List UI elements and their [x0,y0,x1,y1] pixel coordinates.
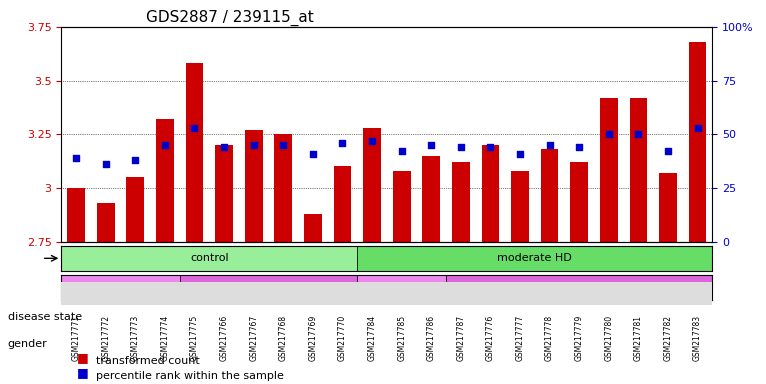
Text: ■: ■ [77,366,88,379]
Bar [180,275,357,300]
Bar [61,246,357,271]
Point [632,131,644,137]
Text: control: control [190,253,228,263]
Text: male: male [388,282,415,292]
Point [692,125,704,131]
Bar [357,275,446,300]
Bar [245,130,263,242]
Bar [482,145,499,242]
Point [277,142,290,148]
Point [425,142,437,148]
Point [455,144,467,150]
Bar [393,171,411,242]
Bar [541,149,558,242]
Text: female: female [560,282,598,292]
Bar [452,162,470,242]
Point [100,161,112,167]
Text: moderate HD: moderate HD [497,253,572,263]
Point [129,157,142,163]
Point [544,142,556,148]
Bar [215,145,233,242]
Text: GDS2887 / 239115_at: GDS2887 / 239115_at [146,9,313,25]
Point [573,144,585,150]
Bar [511,171,529,242]
Bar [304,214,322,242]
Bar [659,173,677,242]
Bar [422,156,440,242]
Bar [97,203,115,242]
Point [484,144,496,150]
Point [188,125,201,131]
Bar [600,98,617,242]
Point [218,144,231,150]
Bar [333,167,352,242]
Point [336,140,349,146]
Text: disease state: disease state [8,312,82,322]
Bar [357,246,712,271]
Text: ■: ■ [77,351,88,364]
Bar [446,275,712,300]
Bar [185,63,203,242]
Point [662,148,674,154]
Bar [156,119,174,242]
Text: percentile rank within the sample: percentile rank within the sample [96,371,283,381]
Bar [126,177,144,242]
Point [395,148,408,154]
Point [70,155,82,161]
Text: gender: gender [8,339,47,349]
Text: female: female [249,282,288,292]
Bar [571,162,588,242]
Text: male: male [106,282,134,292]
Point [603,131,615,137]
Bar [630,98,647,242]
Point [247,142,260,148]
Bar [689,42,706,242]
Point [306,151,319,157]
Bar [274,134,292,242]
Text: transformed count: transformed count [96,356,199,366]
Point [366,137,378,144]
Point [514,151,526,157]
Bar [67,188,85,242]
Point [159,142,171,148]
Bar [363,128,381,242]
Bar [61,275,180,300]
